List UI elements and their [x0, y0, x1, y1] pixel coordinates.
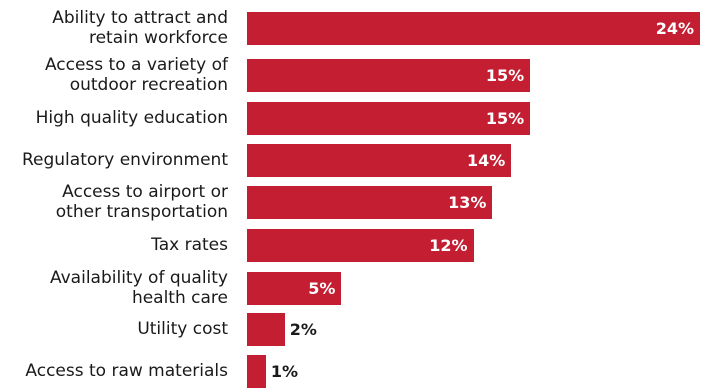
bar	[247, 228, 474, 262]
category-label: Access to airport or other transportatio…	[55, 182, 228, 222]
category-label: Availability of quality health care	[49, 268, 228, 308]
bar	[247, 354, 266, 388]
category-label: Access to a variety of outdoor recreatio…	[44, 55, 228, 95]
value-label: 13%	[448, 192, 487, 212]
category-label: Utility cost	[137, 319, 228, 339]
bar	[247, 312, 285, 346]
bar	[247, 58, 531, 92]
category-label: Regulatory environment	[21, 150, 228, 170]
bar	[247, 143, 512, 177]
bar	[247, 185, 493, 219]
value-label: 24%	[655, 18, 694, 38]
value-label: 2%	[289, 319, 317, 339]
value-label: 14%	[466, 150, 506, 170]
bar	[247, 101, 531, 135]
bar	[247, 271, 342, 305]
value-label: 15%	[485, 65, 525, 85]
category-label: Tax rates	[151, 235, 228, 255]
value-label: 12%	[429, 235, 468, 255]
value-label: 1%	[270, 361, 299, 381]
category-label: Access to raw materials	[25, 361, 228, 381]
category-label: High quality education	[35, 108, 228, 128]
bar	[247, 11, 700, 45]
value-label: 15%	[485, 108, 525, 128]
value-label: 5%	[308, 278, 336, 298]
category-label: Ability to attract and retain workforce	[52, 8, 228, 48]
